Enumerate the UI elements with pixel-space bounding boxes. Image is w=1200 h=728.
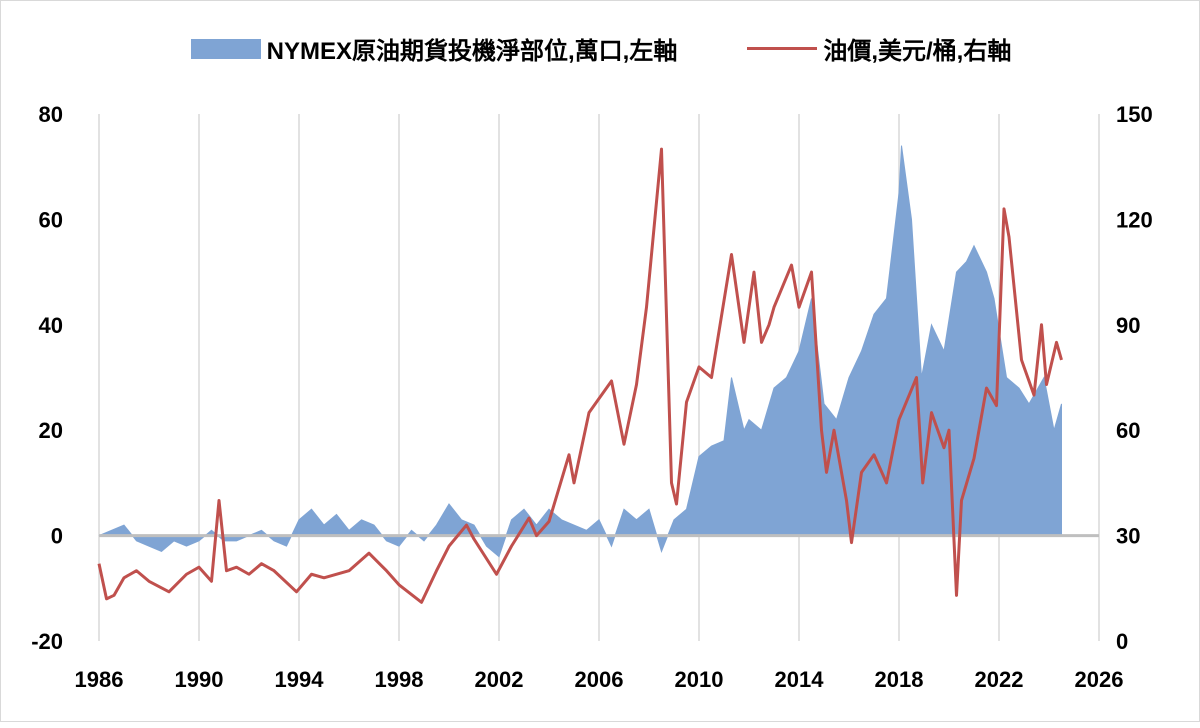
oil-price-line bbox=[97, 147, 1063, 604]
y-right-tick-label: 60 bbox=[1116, 418, 1140, 443]
legend-swatch-area bbox=[190, 38, 261, 59]
x-tick-label: 2002 bbox=[475, 667, 524, 692]
y-right-tick-label: 30 bbox=[1116, 524, 1140, 549]
y-left-tick-label: 60 bbox=[39, 207, 63, 232]
x-tick-label: 2006 bbox=[575, 667, 624, 692]
y-left-tick-label: 0 bbox=[51, 524, 63, 549]
x-tick-label: 1998 bbox=[375, 667, 424, 692]
legend: NYMEX原油期貨投機淨部位,萬口,左軸 油價,美元/桶,右軸 bbox=[1, 31, 1200, 66]
legend-label: NYMEX原油期貨投機淨部位,萬口,左軸 bbox=[266, 38, 678, 65]
y-left-tick-label: 20 bbox=[39, 418, 63, 443]
y-left-tick-label: 80 bbox=[39, 102, 63, 127]
legend-label: 油價,美元/桶,右軸 bbox=[823, 38, 1012, 65]
y-left-tick-label: -20 bbox=[31, 629, 63, 654]
net-position-area bbox=[98, 145, 1062, 558]
legend-item-net-position: NYMEX原油期貨投機淨部位,萬口,左軸 bbox=[190, 31, 678, 66]
y-right-tick-label: 120 bbox=[1116, 207, 1153, 232]
y-left-tick-label: 40 bbox=[39, 313, 63, 338]
legend-item-oil-price: 油價,美元/桶,右軸 bbox=[747, 31, 1011, 66]
x-tick-label: 1994 bbox=[275, 667, 325, 692]
x-tick-label: 1990 bbox=[175, 667, 224, 692]
x-tick-label: 2018 bbox=[875, 667, 924, 692]
y-right-tick-label: 0 bbox=[1116, 629, 1128, 654]
x-tick-label: 2026 bbox=[1075, 667, 1124, 692]
x-tick-label: 2014 bbox=[775, 667, 825, 692]
y-right-tick-label: 150 bbox=[1116, 102, 1153, 127]
x-tick-label: 2010 bbox=[675, 667, 724, 692]
x-tick-label: 2022 bbox=[975, 667, 1024, 692]
y-right-tick-label: 90 bbox=[1116, 313, 1140, 338]
x-tick-label: 1986 bbox=[75, 667, 124, 692]
legend-swatch-line bbox=[747, 47, 818, 50]
